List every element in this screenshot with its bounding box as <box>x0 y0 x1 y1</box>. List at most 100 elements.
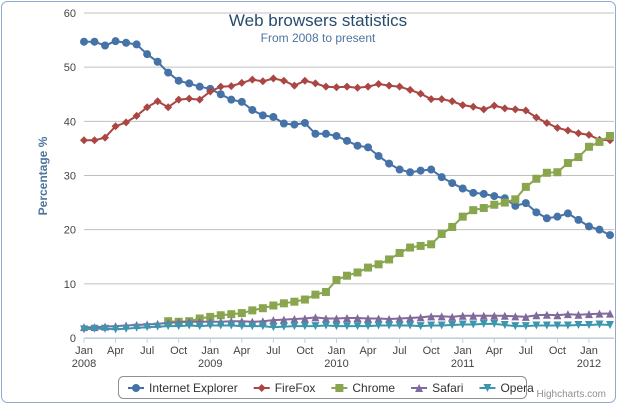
marker <box>279 315 288 324</box>
marker <box>395 165 404 174</box>
marker <box>269 316 278 325</box>
marker <box>269 74 278 83</box>
marker <box>532 311 541 320</box>
marker <box>237 322 246 331</box>
y-tick-label: 60 <box>64 8 76 20</box>
marker <box>437 230 446 238</box>
marker <box>490 101 499 110</box>
marker <box>174 322 183 331</box>
marker <box>258 111 267 120</box>
marker <box>101 133 110 142</box>
marker <box>385 321 394 330</box>
series <box>80 319 614 334</box>
marker <box>290 297 299 306</box>
x-tick-label: Apr <box>107 345 124 357</box>
marker <box>311 313 320 322</box>
marker <box>90 37 99 46</box>
marker <box>332 131 341 140</box>
marker <box>90 324 99 333</box>
marker <box>111 122 120 131</box>
legend-item[interactable]: Safari <box>411 381 463 395</box>
marker <box>132 384 140 392</box>
marker <box>385 315 394 324</box>
x-tick-label: Oct <box>170 345 187 357</box>
marker <box>321 82 330 91</box>
marker <box>164 68 173 77</box>
marker <box>406 313 415 322</box>
marker <box>269 113 278 121</box>
y-tick-label: 30 <box>64 171 76 183</box>
legend-label: Chrome <box>352 381 395 395</box>
marker <box>500 104 509 113</box>
marker <box>122 324 131 333</box>
marker <box>500 311 509 320</box>
marker <box>343 271 351 280</box>
marker <box>132 40 141 49</box>
marker <box>153 322 162 331</box>
marker <box>500 198 509 207</box>
chart-title: Web browsers statistics <box>229 11 407 30</box>
x-tick-label: Jul <box>393 345 407 357</box>
marker <box>258 322 267 331</box>
marker <box>416 166 425 175</box>
marker <box>206 87 215 96</box>
marker <box>311 322 320 331</box>
marker <box>374 152 383 160</box>
marker <box>448 321 457 329</box>
marker <box>437 321 446 330</box>
marker <box>437 95 446 104</box>
marker <box>448 312 457 321</box>
marker <box>469 311 478 320</box>
marker <box>415 384 424 392</box>
marker <box>101 324 110 333</box>
marker <box>195 322 204 331</box>
marker <box>216 321 225 330</box>
marker <box>143 103 152 112</box>
marker <box>164 103 173 112</box>
marker <box>458 311 467 320</box>
legend-item[interactable]: Chrome <box>331 381 395 395</box>
series <box>80 74 614 145</box>
marker <box>374 260 383 269</box>
marker <box>595 309 604 318</box>
legend-label: Opera <box>500 381 534 395</box>
marker <box>227 82 236 91</box>
marker <box>490 192 499 201</box>
marker <box>469 188 478 197</box>
marker <box>416 322 425 331</box>
marker <box>563 159 572 168</box>
marker <box>90 136 99 145</box>
marker <box>290 322 299 331</box>
legend-item[interactable]: FireFox <box>253 381 316 395</box>
marker <box>469 206 478 215</box>
marker <box>279 322 288 331</box>
x-tick-label: Jan 2011 <box>451 345 475 370</box>
marker <box>511 105 520 114</box>
marker <box>521 322 530 331</box>
marker <box>584 321 593 329</box>
marker <box>542 214 551 223</box>
marker <box>511 201 520 210</box>
legend-box <box>118 376 527 399</box>
marker <box>300 76 309 85</box>
marker <box>353 141 362 150</box>
marker <box>321 129 330 138</box>
marker <box>606 309 614 318</box>
x-tick-label: Oct <box>549 345 566 357</box>
x-tick-label: Apr <box>486 345 503 357</box>
series <box>80 37 614 240</box>
x-tick-label: Apr <box>233 345 250 357</box>
marker <box>448 222 457 231</box>
marker <box>479 189 488 198</box>
marker <box>385 81 394 90</box>
legend-item[interactable]: Internet Explorer <box>128 381 238 395</box>
legend-item[interactable]: Opera <box>479 381 534 395</box>
marker <box>279 76 288 85</box>
marker <box>321 321 330 330</box>
marker <box>563 209 572 218</box>
marker <box>458 212 467 221</box>
marker <box>479 311 488 320</box>
marker <box>553 321 562 330</box>
credits[interactable]: Highcharts.com <box>537 389 606 400</box>
